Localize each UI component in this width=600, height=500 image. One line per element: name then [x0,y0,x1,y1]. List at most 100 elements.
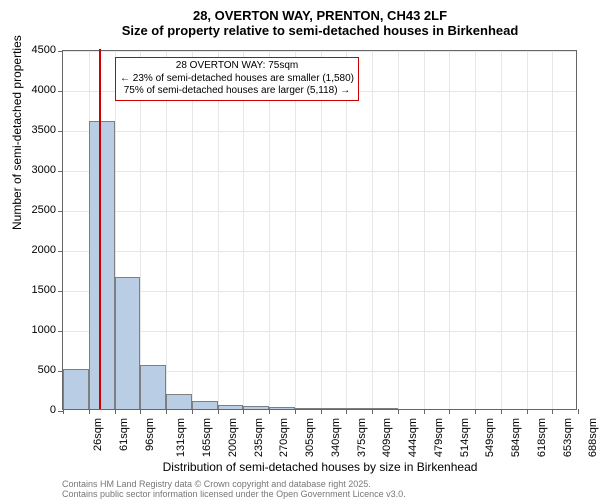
xtick-mark [321,409,322,414]
histogram-bar [372,408,398,409]
gridline-v [552,51,553,409]
xtick-mark [552,409,553,414]
ytick-mark [58,251,63,252]
xtick-mark [372,409,373,414]
y-axis-label: Number of semi-detached properties [10,35,24,230]
xtick-mark [243,409,244,414]
ytick-label: 2000 [32,244,56,256]
xtick-mark [115,409,116,414]
histogram-bar [243,406,269,409]
ytick-label: 2500 [32,204,56,216]
ytick-label: 3500 [32,124,56,136]
xtick-label: 618sqm [536,418,548,457]
gridline-v [398,51,399,409]
gridline-v [475,51,476,409]
ytick-label: 4000 [32,84,56,96]
ytick-label: 0 [50,404,56,416]
gridline-v [218,51,219,409]
title-block: 28, OVERTON WAY, PRENTON, CH43 2LF Size … [60,8,580,38]
xtick-label: 61sqm [118,418,130,451]
xtick-label: 409sqm [381,418,393,457]
histogram-bar [269,407,295,409]
gridline-v [192,51,193,409]
gridline-v [501,51,502,409]
credits-block: Contains HM Land Registry data © Crown c… [62,480,406,500]
ytick-label: 1500 [32,284,56,296]
xtick-label: 305sqm [304,418,316,457]
subject-marker-line [99,49,101,409]
ytick-label: 3000 [32,164,56,176]
ytick-label: 500 [38,364,56,376]
xtick-mark [578,409,579,414]
x-axis-label: Distribution of semi-detached houses by … [60,460,580,474]
xtick-label: 26sqm [92,418,104,451]
credits-line2: Contains public sector information licen… [62,490,406,500]
annotation-box: 28 OVERTON WAY: 75sqm← 23% of semi-detac… [115,57,359,101]
gridline-v [166,51,167,409]
xtick-mark [269,409,270,414]
xtick-mark [398,409,399,414]
xtick-label: 549sqm [484,418,496,457]
xtick-mark [218,409,219,414]
xtick-label: 340sqm [330,418,342,457]
annotation-line3: 75% of semi-detached houses are larger (… [120,85,354,98]
xtick-mark [63,409,64,414]
annotation-line1: 28 OVERTON WAY: 75sqm [120,60,354,73]
histogram-bar [63,369,89,409]
chart-title-main: 28, OVERTON WAY, PRENTON, CH43 2LF [60,8,580,23]
xtick-mark [295,409,296,414]
xtick-mark [346,409,347,414]
gridline-v [449,51,450,409]
xtick-mark [166,409,167,414]
ytick-mark [58,331,63,332]
histogram-bar [346,408,372,409]
xtick-label: 375sqm [356,418,368,457]
ytick-mark [58,171,63,172]
xtick-label: 444sqm [407,418,419,457]
xtick-label: 235sqm [253,418,265,457]
ytick-mark [58,211,63,212]
histogram-bar [321,408,347,409]
ytick-label: 1000 [32,324,56,336]
xtick-mark [449,409,450,414]
ytick-mark [58,291,63,292]
xtick-label: 688sqm [587,418,599,457]
histogram-bar [89,121,115,409]
gridline-v [269,51,270,409]
gridline-v [424,51,425,409]
gridline-v [295,51,296,409]
xtick-mark [475,409,476,414]
xtick-label: 165sqm [201,418,213,457]
xtick-label: 96sqm [144,418,156,451]
xtick-label: 200sqm [227,418,239,457]
xtick-mark [89,409,90,414]
gridline-v [140,51,141,409]
xtick-mark [424,409,425,414]
xtick-label: 584sqm [510,418,522,457]
ytick-mark [58,91,63,92]
gridline-v [527,51,528,409]
xtick-mark [140,409,141,414]
gridline-v [321,51,322,409]
xtick-mark [192,409,193,414]
ytick-mark [58,51,63,52]
histogram-bar [140,365,166,409]
xtick-label: 131sqm [175,418,187,457]
histogram-bar [192,401,218,409]
xtick-mark [527,409,528,414]
gridline-v [243,51,244,409]
chart-title-sub: Size of property relative to semi-detach… [60,23,580,38]
xtick-label: 653sqm [562,418,574,457]
histogram-bar [115,277,141,409]
histogram-bar [166,394,192,409]
gridline-v [372,51,373,409]
ytick-mark [58,131,63,132]
xtick-mark [501,409,502,414]
plot-area: 28 OVERTON WAY: 75sqm← 23% of semi-detac… [62,50,577,410]
annotation-line2: ← 23% of semi-detached houses are smalle… [120,73,354,86]
xtick-label: 479sqm [433,418,445,457]
xtick-label: 270sqm [278,418,290,457]
histogram-bar [295,408,321,409]
xtick-label: 514sqm [459,418,471,457]
histogram-bar [218,405,244,409]
